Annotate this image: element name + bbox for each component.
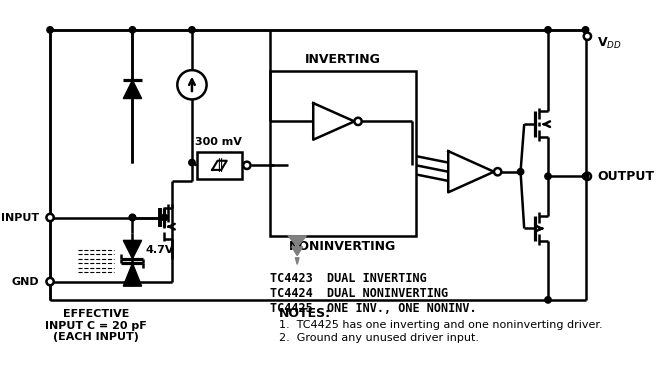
Circle shape — [243, 162, 250, 169]
Circle shape — [517, 168, 524, 175]
Circle shape — [47, 27, 53, 33]
Polygon shape — [124, 240, 142, 259]
Text: ∥: ∥ — [216, 158, 223, 172]
Circle shape — [189, 159, 195, 166]
Bar — [196, 152, 242, 179]
Circle shape — [47, 278, 54, 285]
Text: 1.  TC4425 has one inverting and one noninverting driver.: 1. TC4425 has one inverting and one noni… — [279, 320, 602, 330]
Text: 300 mV: 300 mV — [194, 137, 242, 147]
Text: 2.  Ground any unused driver input.: 2. Ground any unused driver input. — [279, 333, 479, 343]
Circle shape — [189, 27, 195, 33]
Polygon shape — [288, 236, 306, 247]
Polygon shape — [296, 258, 299, 264]
Circle shape — [582, 173, 589, 179]
Text: GND: GND — [11, 277, 39, 287]
Circle shape — [161, 214, 168, 221]
Text: NOTES:: NOTES: — [279, 307, 331, 320]
Circle shape — [47, 214, 54, 221]
Text: INVERTING: INVERTING — [305, 53, 381, 66]
Circle shape — [129, 214, 135, 221]
Circle shape — [545, 297, 551, 303]
Circle shape — [545, 27, 551, 33]
Polygon shape — [124, 263, 142, 286]
Bar — [270, 71, 416, 236]
Circle shape — [129, 27, 135, 33]
Circle shape — [582, 27, 589, 33]
Text: NONINVERTING: NONINVERTING — [289, 240, 397, 253]
Polygon shape — [124, 80, 142, 99]
Circle shape — [583, 33, 591, 40]
Text: 4.7V: 4.7V — [145, 245, 173, 255]
Text: EFFECTIVE
INPUT C = 20 pF
(EACH INPUT): EFFECTIVE INPUT C = 20 pF (EACH INPUT) — [45, 309, 147, 342]
Text: INPUT: INPUT — [1, 213, 39, 223]
Circle shape — [494, 168, 501, 175]
Circle shape — [354, 118, 362, 125]
Circle shape — [583, 173, 591, 180]
Text: TC4423  DUAL INVERTING
TC4424  DUAL NONINVERTING
TC4425  ONE INV., ONE NONINV.: TC4423 DUAL INVERTING TC4424 DUAL NONINV… — [270, 272, 476, 315]
Circle shape — [177, 70, 206, 99]
Text: V$_{DD}$: V$_{DD}$ — [597, 36, 622, 51]
Text: OUTPUT: OUTPUT — [597, 170, 654, 183]
Polygon shape — [292, 247, 303, 256]
Circle shape — [545, 173, 551, 179]
Circle shape — [129, 214, 135, 221]
